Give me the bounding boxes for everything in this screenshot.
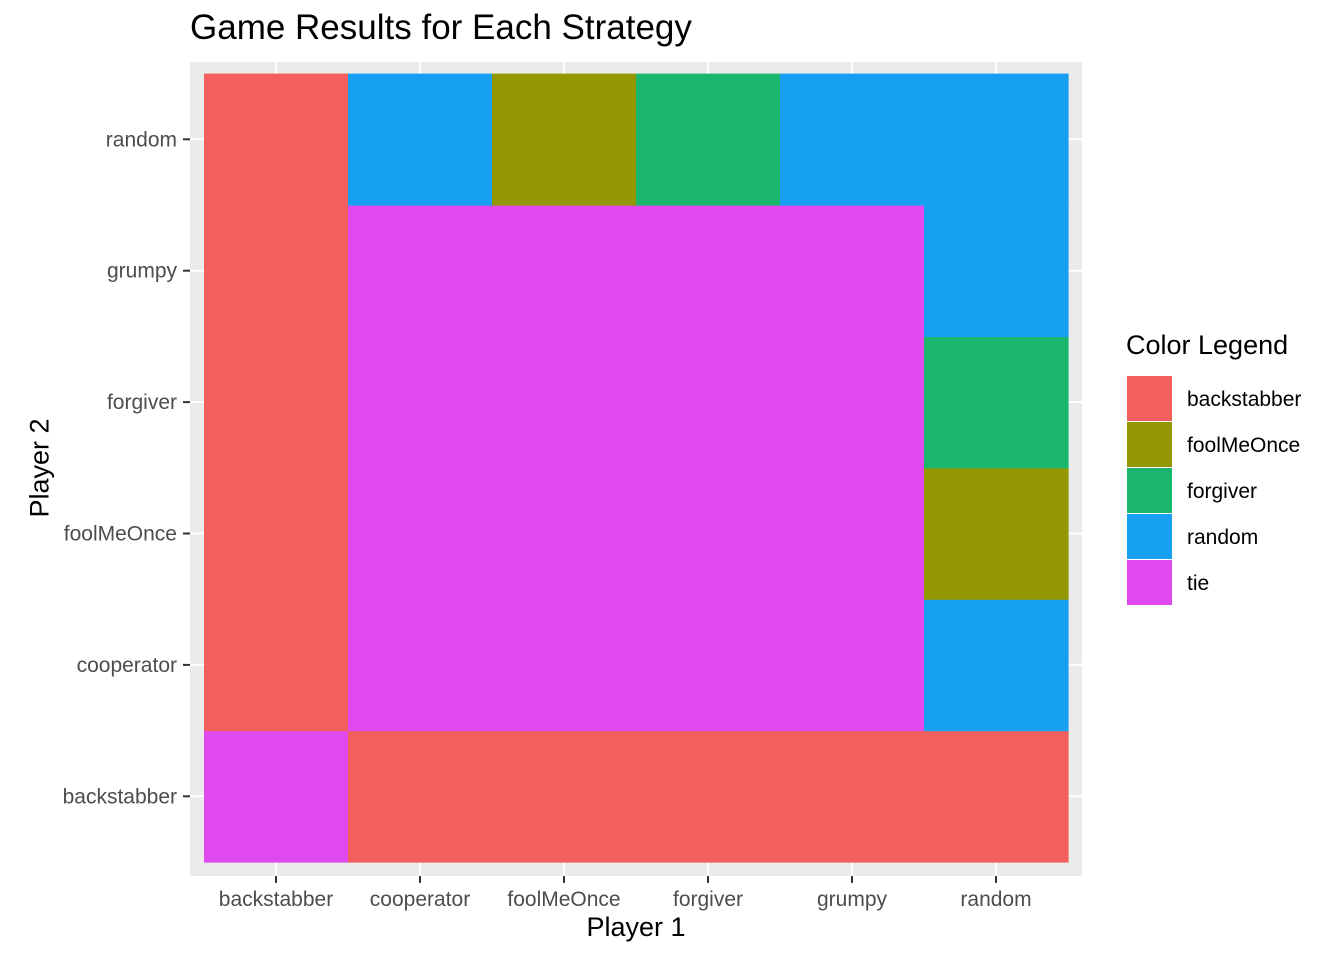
x-axis: backstabber cooperator foolMeOnce forgiver g… (219, 876, 1032, 911)
y-tick-label: forgiver (107, 391, 177, 414)
heatmap-cell (204, 336, 349, 469)
heatmap-cell (636, 467, 781, 600)
legend-key (1127, 514, 1172, 559)
heatmap-cell (924, 73, 1069, 206)
heatmap-cell (492, 467, 637, 600)
heatmap-cell (636, 599, 781, 732)
heatmap-cell (348, 205, 493, 337)
heatmap-cell (204, 467, 349, 600)
heatmap-cell (204, 73, 349, 206)
heatmap-cell (492, 730, 637, 863)
y-tick-label: backstabber (63, 785, 177, 808)
legend-key (1127, 468, 1172, 513)
heatmap-cell (348, 336, 493, 469)
heatmap-cell (636, 205, 781, 337)
x-tick-label: random (960, 888, 1031, 911)
heatmap-cell (492, 599, 637, 732)
x-tick-label: grumpy (817, 888, 888, 911)
y-tick-label: cooperator (77, 654, 177, 677)
heatmap-cell (348, 599, 493, 732)
y-tick-label: grumpy (107, 260, 178, 283)
heatmap-cell (780, 205, 925, 337)
heatmap-cell (780, 73, 925, 206)
heatmap-cell (924, 336, 1069, 469)
heatmap-cell (492, 73, 637, 206)
legend-label: random (1187, 526, 1258, 549)
heatmap-cell (348, 467, 493, 600)
legend-key (1127, 560, 1172, 605)
legend-label: foolMeOnce (1187, 434, 1300, 457)
heatmap-cell (780, 730, 925, 863)
heatmap-cell (636, 336, 781, 469)
heatmap-cell (204, 599, 349, 732)
heatmap-cell (924, 730, 1069, 863)
y-tick-label: random (106, 128, 177, 151)
heatmap-cell (348, 730, 493, 863)
heatmap-cell (348, 73, 493, 206)
legend-label: backstabber (1187, 388, 1301, 411)
heatmap-cell (492, 205, 637, 337)
legend: backstabber foolMeOnce forgiver random tie (1127, 376, 1301, 605)
legend-key (1127, 376, 1172, 421)
heatmap-cell (780, 599, 925, 732)
heatmap-cell (780, 336, 925, 469)
heatmap-cell (780, 467, 925, 600)
heatmap-cell (924, 599, 1069, 732)
heatmap-cell (636, 73, 781, 206)
y-tick-label: foolMeOnce (64, 523, 177, 546)
x-tick-label: forgiver (673, 888, 743, 911)
legend-key (1127, 422, 1172, 467)
heatmap-cell (492, 336, 637, 469)
x-axis-title: Player 1 (586, 912, 686, 942)
x-tick-label: cooperator (370, 888, 470, 911)
heatmap-cell (204, 730, 349, 863)
y-axis-title: Player 2 (24, 418, 55, 518)
y-axis: backstabber cooperator foolMeOnce forgiver g… (63, 128, 190, 808)
legend-label: tie (1187, 572, 1209, 595)
legend-title: Color Legend (1126, 330, 1289, 360)
heatmap-cell (924, 205, 1069, 337)
heatmap-cell (204, 205, 349, 337)
legend-label: forgiver (1187, 480, 1257, 503)
chart-title: Game Results for Each Strategy (190, 8, 692, 47)
heatmap-cells (204, 73, 1069, 863)
x-tick-label: foolMeOnce (507, 888, 620, 911)
heatmap-cell (636, 730, 781, 863)
x-tick-label: backstabber (219, 888, 333, 911)
heatmap-cell (924, 467, 1069, 600)
